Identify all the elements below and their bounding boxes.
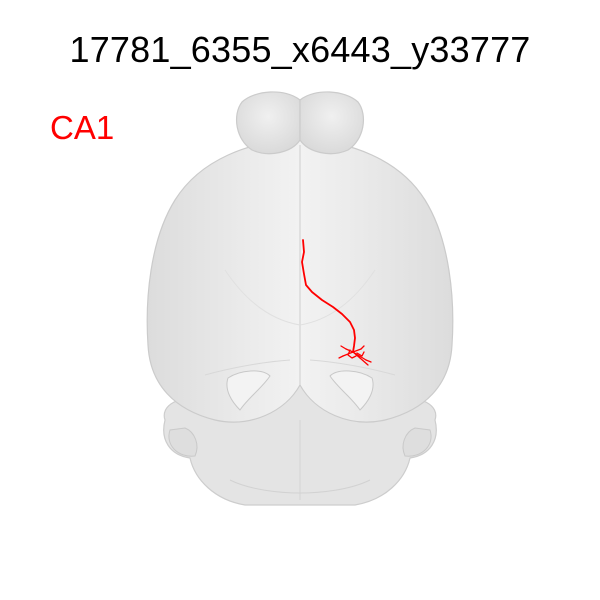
neuron-id-title: 17781_6355_x6443_y33777 (69, 29, 531, 70)
dendritic-cluster (338, 345, 372, 366)
axon-path (301, 239, 356, 353)
brain-silhouette (146, 91, 454, 506)
neuron-trace (301, 239, 372, 366)
region-label: CA1 (50, 109, 115, 146)
